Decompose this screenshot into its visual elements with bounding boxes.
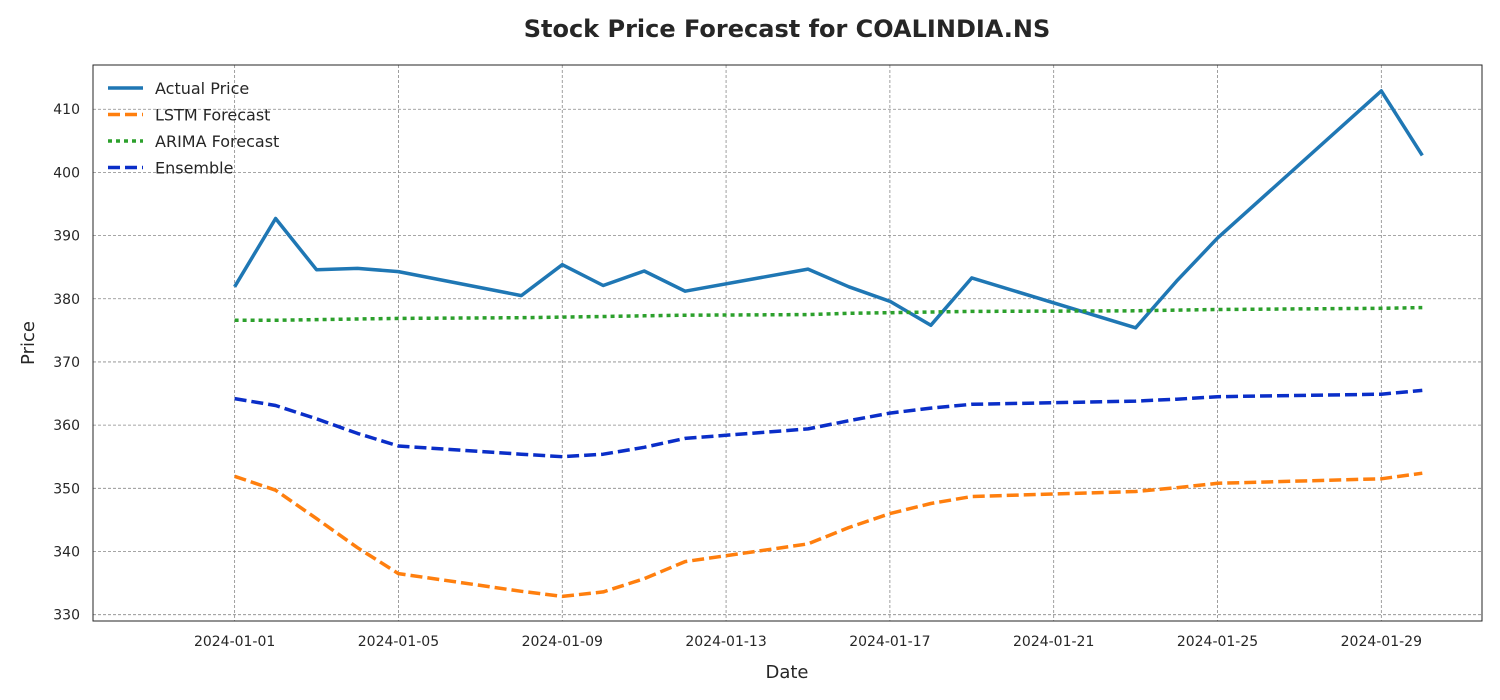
x-tick-label: 2024-01-25 — [1177, 634, 1258, 650]
y-tick-label: 350 — [53, 481, 80, 497]
chart-title: Stock Price Forecast for COALINDIA.NS — [524, 15, 1051, 43]
series-layer — [233, 89, 1424, 599]
legend-label: Actual Price — [155, 79, 249, 98]
y-tick-label: 380 — [53, 292, 80, 308]
x-tick-label: 2024-01-29 — [1341, 634, 1422, 650]
y-axis-label: Price — [18, 321, 39, 365]
legend: Actual Price LSTM Forecast ARIMA Forecast E… — [108, 79, 279, 178]
x-tick-label: 2024-01-01 — [194, 634, 275, 650]
y-tick-label: 390 — [53, 229, 80, 245]
y-tick-label: 340 — [53, 545, 80, 561]
y-tick-label: 410 — [53, 102, 80, 118]
x-tick-label: 2024-01-13 — [685, 634, 766, 650]
series-line-2 — [234, 305, 1423, 323]
y-tick-label: 360 — [53, 418, 80, 434]
plot-frame — [92, 64, 1483, 622]
series-line-3 — [234, 388, 1423, 459]
legend-label: LSTM Forecast — [155, 106, 270, 125]
y-tick-label: 370 — [53, 355, 80, 371]
legend-label: ARIMA Forecast — [155, 132, 279, 151]
grid-lines — [93, 65, 1482, 621]
y-tick-label: 400 — [53, 165, 80, 181]
x-axis-label: Date — [765, 662, 808, 683]
x-tick-label: 2024-01-21 — [1013, 634, 1094, 650]
series-line-1 — [234, 471, 1423, 599]
x-tick-label: 2024-01-05 — [358, 634, 439, 650]
x-tick-label: 2024-01-09 — [522, 634, 603, 650]
y-tick-labels: 330 340 350 360 370 380 390 400 410 — [53, 102, 80, 623]
y-tick-label: 330 — [53, 608, 80, 624]
series-line-0 — [233, 89, 1424, 330]
legend-label: Ensemble — [155, 159, 233, 178]
x-tick-label: 2024-01-17 — [849, 634, 930, 650]
x-tick-labels: 2024-01-01 2024-01-05 2024-01-09 2024-01-13… — [194, 634, 1422, 650]
